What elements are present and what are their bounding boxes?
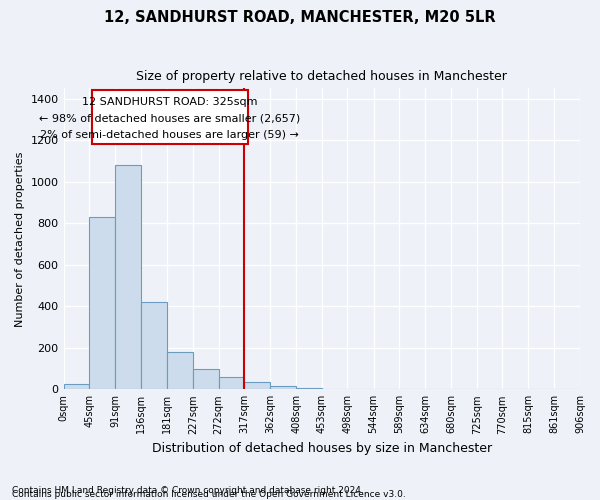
Bar — [296, 388, 322, 390]
Bar — [92, 90, 248, 144]
Text: 2% of semi-detached houses are larger (59) →: 2% of semi-detached houses are larger (5… — [40, 130, 299, 140]
Y-axis label: Number of detached properties: Number of detached properties — [15, 151, 25, 326]
Bar — [270, 386, 296, 390]
Bar — [218, 377, 244, 390]
Text: 12 SANDHURST ROAD: 325sqm: 12 SANDHURST ROAD: 325sqm — [82, 98, 257, 108]
Title: Size of property relative to detached houses in Manchester: Size of property relative to detached ho… — [136, 70, 507, 83]
X-axis label: Distribution of detached houses by size in Manchester: Distribution of detached houses by size … — [152, 442, 492, 455]
Bar — [89, 217, 115, 390]
Text: Contains public sector information licensed under the Open Government Licence v3: Contains public sector information licen… — [12, 490, 406, 499]
Bar — [64, 384, 89, 390]
Bar — [115, 165, 141, 390]
Bar — [244, 382, 270, 390]
Text: ← 98% of detached houses are smaller (2,657): ← 98% of detached houses are smaller (2,… — [39, 114, 301, 124]
Bar — [193, 368, 218, 390]
Text: 12, SANDHURST ROAD, MANCHESTER, M20 5LR: 12, SANDHURST ROAD, MANCHESTER, M20 5LR — [104, 10, 496, 25]
Text: Contains HM Land Registry data © Crown copyright and database right 2024.: Contains HM Land Registry data © Crown c… — [12, 486, 364, 495]
Bar — [167, 352, 193, 390]
Bar — [141, 302, 167, 390]
